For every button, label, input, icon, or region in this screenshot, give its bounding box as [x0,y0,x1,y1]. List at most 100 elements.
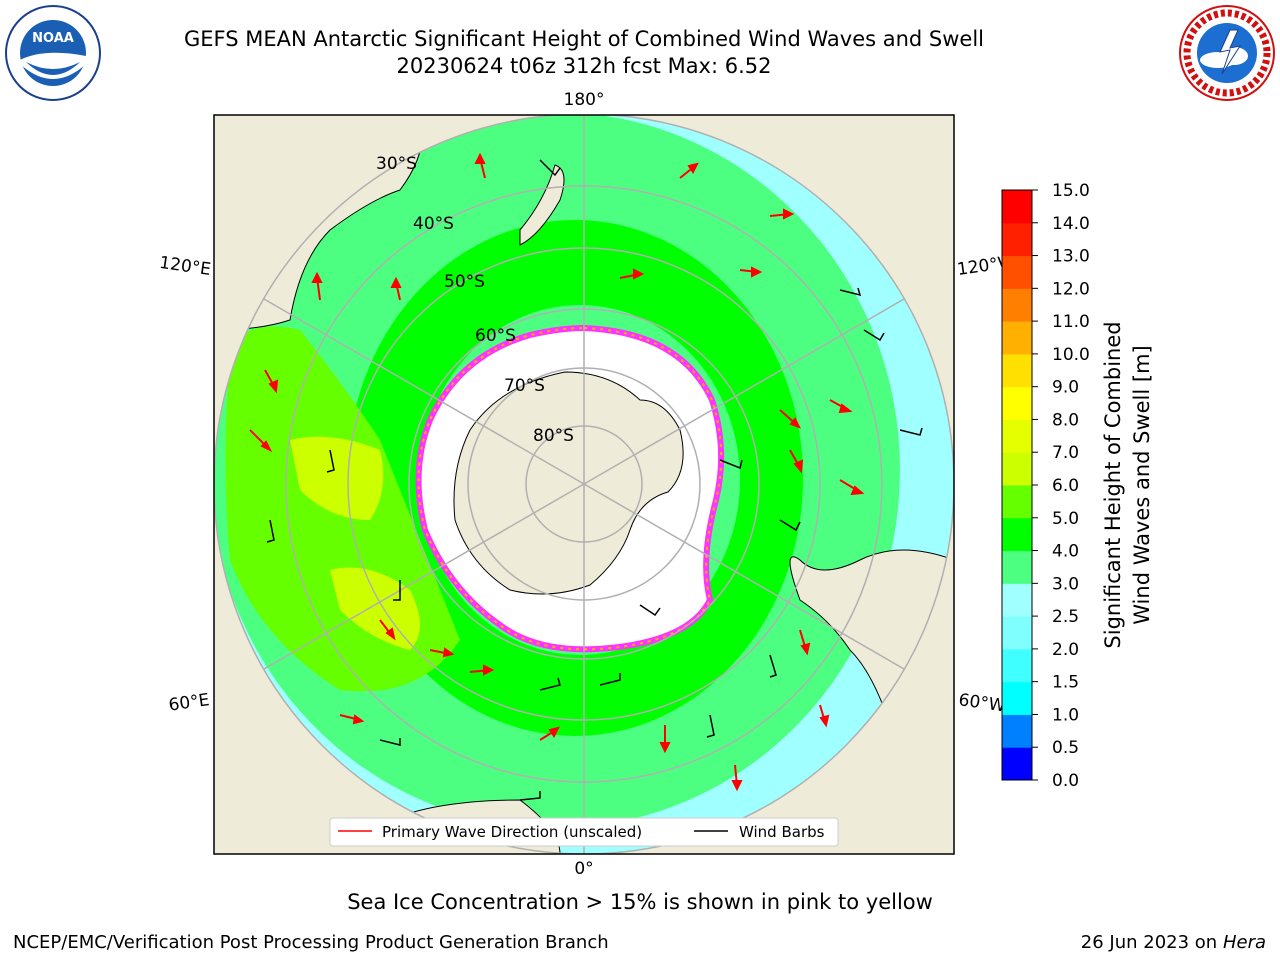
wind-barb [706,714,715,738]
wave-arrow [390,276,402,301]
colorbar: 0.0 0.5 1.0 1.5 2.0 2.5 3.0 4.0 5.0 6.0 7.0 8.0 9.0 1… [1001,181,1090,790]
wave-arrow [619,268,645,280]
colorbar-ticks: 0.0 0.5 1.0 1.5 2.0 2.5 3.0 4.0 5.0 6.0 7.0 8.0 9.0 1… [1032,181,1090,790]
colorbar-label-line2: Wind Waves and Swell [m] [1130,345,1154,625]
colorbar-tick-label: 15.0 [1052,181,1090,201]
colorbar-tick-label: 11.0 [1052,312,1090,332]
colorbar-block [1002,583,1032,617]
wind-barb [519,791,541,801]
colorbar-label: Significant Height of Combined Wind Wave… [1099,321,1157,648]
map-frame [213,114,955,855]
wave-arrow [379,619,396,641]
wave-arrow [469,664,495,676]
colorbar-label-line1: Significant Height of Combined [1101,321,1125,649]
wave-arrow [779,409,802,429]
new-zealand-landmass [519,164,565,246]
legend-wave-label: Primary Wave Direction (unscaled) [382,823,642,841]
wave-arrow [429,647,455,658]
wave-arrow [474,152,486,179]
colorbar-block [1002,419,1032,453]
colorbar-tick-label: 8.0 [1052,410,1079,430]
lon-label-0: 0° [574,859,593,879]
wave-arrow [311,271,323,301]
wind-barb [539,159,561,177]
noaa-logo-text: NOAA [32,31,74,46]
colorbar-blocks [1002,190,1032,781]
colorbar-block [1002,222,1032,257]
colorbar-block [1002,288,1032,322]
colorbar-tick-label: 5.0 [1052,509,1079,529]
colorbar-tick-label: 3.0 [1052,574,1079,594]
date-line: 26 Jun 2023 on Hera [1081,932,1266,953]
wave-arrow [829,399,853,414]
lat-label-30s: 30°S [376,154,417,174]
colorbar-tick-label: 9.0 [1052,378,1079,398]
wind-barb [639,604,661,617]
wave-arrow [731,764,743,792]
wave-arrow [679,162,699,179]
nws-logo [1179,5,1275,101]
wind-barb [393,580,401,601]
colorbar-block [1002,616,1032,650]
colorbar-tick-label: 4.0 [1052,542,1079,562]
colorbar-tick-label: 14.0 [1052,214,1090,234]
credit-line: NCEP/EMC/Verification Post Processing Pr… [13,932,609,953]
colorbar-block [1002,190,1032,224]
colorbar-tick-label: 12.0 [1052,279,1090,299]
noaa-logo: NOAA [5,5,101,101]
lat-label-60s: 60°S [475,326,516,346]
wave-arrow [264,369,279,394]
colorbar-block [1002,747,1032,781]
colorbar-tick-label: 1.0 [1052,705,1079,725]
wave-arrow [799,629,811,656]
wind-barb [379,738,401,746]
lat-label-70s: 70°S [504,376,545,396]
colorbar-block [1002,714,1032,748]
colorbar-block [1002,452,1032,486]
colorbar-tick-label: 13.0 [1052,247,1090,267]
wave-arrow [789,449,804,474]
colorbar-block [1002,321,1032,355]
wind-barb [719,459,743,470]
colorbar-block [1002,485,1032,519]
figure-title: GEFS MEAN Antarctic Significant Height o… [183,27,985,51]
colorbar-tick-label: 6.0 [1052,476,1079,496]
lat-label-50s: 50°S [444,272,485,292]
colorbar-block [1002,681,1032,715]
lat-label-80s: 80°S [533,426,574,446]
figure-subtitle: 20230624 t06z 312h fcst Max: 6.52 [396,54,772,78]
colorbar-block [1002,386,1032,420]
wind-barb [266,519,275,543]
date-text: 26 Jun 2023 on [1080,932,1218,953]
colorbar-block [1002,648,1032,683]
colorbar-tick-label: 1.5 [1052,673,1079,693]
wind-barb [769,654,777,678]
lon-label-60e: 60°E [167,690,210,715]
wave-arrow [769,208,795,220]
wind-barb [599,673,621,686]
wave-arrow [839,479,865,496]
wind-barbs [266,159,923,801]
colorbar-block [1002,550,1032,584]
wave-arrow [339,714,365,725]
wave-arrows [249,152,865,792]
graticule [214,115,954,854]
wave-arrow [739,266,763,278]
lat-label-40s: 40°S [413,214,454,234]
colorbar-tick-label: 2.5 [1052,607,1079,627]
machine-name: Hera [1222,932,1266,953]
wind-barb [863,329,885,342]
wave-arrow [249,429,273,453]
lon-label-180: 180° [564,90,605,110]
wind-barb [779,519,801,532]
wind-barb [539,677,561,691]
sea-ice-note: Sea Ice Concentration > 15% is shown in … [347,890,933,914]
wind-barb [326,449,335,473]
map-legend: Primary Wave Direction (unscaled) Wind B… [329,817,839,847]
colorbar-tick-label: 2.0 [1052,640,1079,660]
legend-barb-label: Wind Barbs [739,823,825,841]
wave-arrow [539,726,560,741]
wind-barb [899,427,923,436]
wind-barb [839,287,862,297]
